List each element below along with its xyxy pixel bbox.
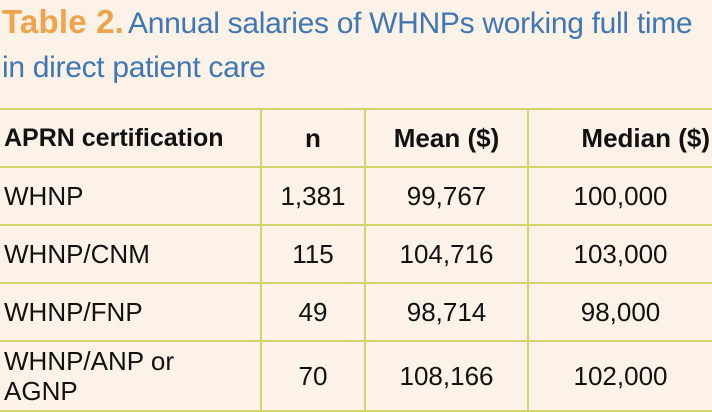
cell-mean: 104,716 bbox=[364, 224, 529, 284]
header-row: APRN certification n Mean ($) Median ($) bbox=[0, 108, 712, 168]
cell-n: 49 bbox=[260, 282, 366, 342]
cell-mean: 108,166 bbox=[364, 340, 529, 412]
cell-median: 100,000 bbox=[527, 166, 712, 226]
cell-certification: WHNP/FNP bbox=[0, 282, 262, 342]
header-median: Median ($) bbox=[527, 108, 712, 168]
cell-median: 103,000 bbox=[527, 224, 712, 284]
cell-mean: 99,767 bbox=[364, 166, 529, 226]
header-n: n bbox=[260, 108, 366, 168]
table-caption: Table 2. Annual salaries of WHNPs working… bbox=[2, 0, 710, 90]
header-mean: Mean ($) bbox=[364, 108, 529, 168]
cell-certification: WHNP/CNM bbox=[0, 224, 262, 284]
cell-mean: 98,714 bbox=[364, 282, 529, 342]
cell-certification: WHNP/ANP or AGNP bbox=[0, 340, 262, 412]
caption-text: Annual salaries of WHNPs working full ti… bbox=[2, 7, 693, 84]
cell-n: 70 bbox=[260, 340, 366, 412]
cell-n: 115 bbox=[260, 224, 366, 284]
header-certification: APRN certification bbox=[0, 108, 262, 168]
cell-median: 102,000 bbox=[527, 340, 712, 412]
table-row: WHNP/ANP or AGNP 70 108,166 102,000 bbox=[0, 340, 712, 412]
salary-table: APRN certification n Mean ($) Median ($)… bbox=[0, 108, 712, 412]
cell-certification: WHNP bbox=[0, 166, 262, 226]
table-row: WHNP 1,381 99,767 100,000 bbox=[0, 166, 712, 226]
table-row: WHNP/FNP 49 98,714 98,000 bbox=[0, 282, 712, 342]
cell-median: 98,000 bbox=[527, 282, 712, 342]
cell-n: 1,381 bbox=[260, 166, 366, 226]
table-number: Table 2. bbox=[2, 3, 125, 40]
table-row: WHNP/CNM 115 104,716 103,000 bbox=[0, 224, 712, 284]
